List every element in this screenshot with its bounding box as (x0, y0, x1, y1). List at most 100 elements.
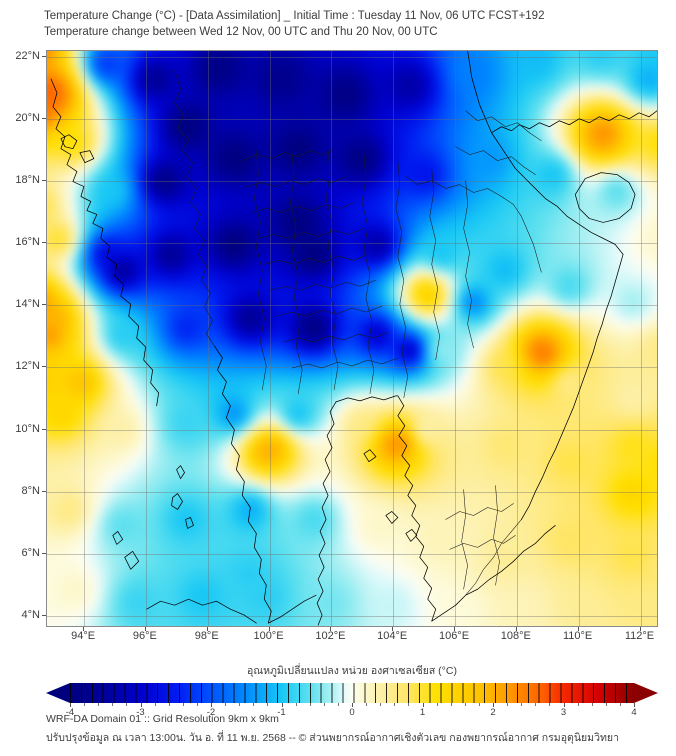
colorbar-extend-high-arrow (634, 683, 658, 703)
gridline-horizontal (47, 367, 657, 369)
colorbar-major-tick (70, 703, 71, 707)
colorbar-major-tick (140, 703, 142, 707)
x-axis-tick-label: 104°E (377, 630, 408, 642)
gridline-horizontal (47, 57, 657, 59)
y-axis-tick-label: 10°N (15, 422, 40, 435)
colorbar-major-tick (563, 703, 565, 707)
colorbar-gradient-body[interactable] (70, 683, 634, 703)
colorbar-minor-tick (450, 703, 452, 706)
colorbar-minor-tick (98, 703, 100, 706)
x-axis-tick-label: 106°E (438, 630, 470, 642)
gridline-vertical (516, 51, 518, 626)
x-axis-tick-label: 98°E (194, 630, 219, 642)
y-axis-tick (42, 552, 46, 554)
colorbar-tick-label: 0 (349, 707, 355, 718)
colorbar-minor-tick (507, 703, 509, 706)
gridline-horizontal (47, 119, 657, 121)
gridline-horizontal (47, 429, 657, 431)
colorbar-segment-lines (70, 683, 634, 703)
x-axis-tick (515, 627, 517, 631)
colorbar-minor-tick (239, 703, 241, 706)
gridline-horizontal (47, 553, 657, 555)
x-axis-tick (454, 627, 455, 631)
gridline-vertical (207, 51, 209, 626)
colorbar-minor-tick (408, 703, 410, 706)
colorbar-tick-label: 4 (631, 707, 637, 718)
colorbar[interactable]: อุณหภูมิเปลี่ยนแปลง หน่วย องศาเซลเซียส (… (46, 662, 658, 718)
y-axis-tick (42, 304, 46, 306)
y-axis-tick (42, 56, 46, 58)
gridline-vertical (578, 51, 580, 626)
colorbar-minor-tick (182, 703, 184, 706)
x-axis-tick-label: 108°E (500, 630, 531, 642)
colorbar-minor-tick (591, 703, 593, 706)
colorbar-tick-label: 2 (490, 707, 496, 718)
x-axis-tick-label: 110°E (562, 630, 593, 642)
x-axis-tick (330, 627, 332, 631)
country-province-borders (47, 51, 657, 626)
colorbar-minor-tick (605, 703, 607, 706)
colorbar-minor-tick (436, 703, 438, 706)
gridline-vertical (145, 51, 147, 626)
gridline-vertical (393, 51, 395, 626)
colorbar-minor-tick (478, 703, 480, 706)
colorbar-minor-tick (84, 703, 86, 706)
colorbar-minor-tick (196, 703, 198, 706)
colorbar-major-tick (352, 703, 353, 707)
x-axis-tick (206, 627, 208, 631)
colorbar-minor-tick (619, 703, 621, 706)
colorbar-minor-tick (295, 703, 297, 706)
colorbar-minor-tick (253, 703, 255, 706)
colorbar-tick-label: -3 (136, 707, 145, 718)
colorbar-minor-tick (521, 703, 523, 706)
x-axis-tick-label: 102°E (315, 630, 346, 642)
gridline-horizontal (47, 243, 657, 245)
y-axis-tick (42, 118, 46, 120)
y-axis-tick-label: 18°N (15, 174, 40, 187)
x-axis-tick (392, 627, 394, 631)
colorbar-major-tick (493, 703, 494, 707)
colorbar-minor-tick (323, 703, 325, 706)
colorbar-major-tick (281, 703, 283, 707)
colorbar-tick-label: 1 (419, 707, 426, 718)
colorbar-major-tick (422, 703, 424, 707)
colorbar-minor-tick (168, 703, 170, 706)
y-axis-tick-label: 14°N (15, 298, 40, 311)
colorbar-minor-tick (126, 703, 128, 706)
footer-block: WRF-DA Domain 01 :: Grid Resolution 9km … (46, 710, 666, 748)
y-axis-tick-label: 8°N (21, 484, 40, 497)
gridline-vertical (269, 51, 271, 626)
y-axis-tick (42, 614, 46, 616)
map-plot-area[interactable] (46, 50, 658, 627)
colorbar-major-tick (634, 703, 635, 707)
chart-title-block: Temperature Change (°C) - [Data Assimila… (44, 8, 664, 40)
gridline-horizontal (47, 615, 657, 617)
colorbar-major-tick (211, 703, 212, 707)
colorbar-tick-label: -4 (65, 707, 75, 718)
x-axis-tick (144, 627, 146, 631)
x-axis-tick (268, 627, 270, 631)
y-axis-tick-label: 16°N (15, 236, 40, 249)
x-axis-tick-label: 100°E (253, 630, 284, 642)
gridline-vertical (640, 51, 642, 626)
x-axis-tick (577, 627, 579, 631)
colorbar-minor-tick (309, 703, 311, 706)
chart-title-line-1: Temperature Change (°C) - [Data Assimila… (44, 10, 545, 22)
x-axis-tick (639, 627, 641, 631)
colorbar-tick-label: -2 (206, 707, 216, 718)
colorbar-minor-tick (267, 703, 269, 706)
gridline-horizontal (47, 305, 657, 307)
y-axis-tick (42, 366, 46, 368)
colorbar-minor-tick (154, 703, 156, 706)
y-axis-tick-label: 20°N (15, 112, 40, 125)
x-axis-tick-label: 94°E (71, 630, 96, 642)
y-axis-tick-label: 22°N (15, 50, 40, 63)
colorbar-minor-tick (394, 703, 396, 706)
y-axis-tick-label: 4°N (21, 608, 40, 621)
colorbar-minor-tick (337, 703, 339, 706)
y-axis-tick (42, 242, 46, 244)
gridline-vertical (84, 51, 86, 626)
temperature-anomaly-field (47, 51, 657, 626)
x-axis-tick-label: 112°E (624, 630, 655, 642)
gridline-horizontal (47, 491, 657, 493)
